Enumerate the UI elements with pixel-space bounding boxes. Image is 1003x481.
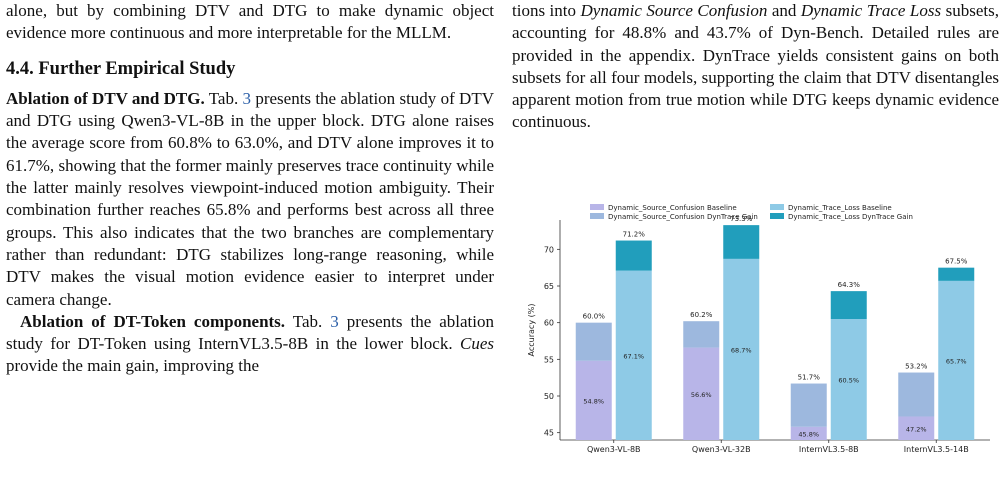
paragraph-run: Dynamic Source Confusion <box>580 1 768 20</box>
y-axis-label: Accuracy (%) <box>527 304 536 357</box>
data-label-trace-baseline: 65.7% <box>946 357 967 365</box>
data-label-trace-total: 71.2% <box>623 231 646 239</box>
bar-source-gain <box>898 372 935 417</box>
data-label-trace-total: 73.3% <box>730 215 753 223</box>
table-reference-link[interactable]: 3 <box>242 88 252 108</box>
paragraph-run: subsets, accounting for 48.8% and 43.7% … <box>512 1 999 132</box>
bar-trace-gain <box>723 225 760 259</box>
paragraph-run: presents the ablation study of DTV and D… <box>6 88 494 309</box>
section-heading: 4.4. Further Empirical Study <box>6 58 236 79</box>
data-label-trace-baseline: 67.1% <box>623 352 644 360</box>
paragraph-run: Dynamic Trace Loss <box>800 1 942 20</box>
paragraph-run: alone, but by combining DTV and DTG to m… <box>6 1 494 43</box>
legend-label: Dynamic_Trace_Loss DynTrace Gain <box>788 213 913 221</box>
table-reference-link[interactable]: 3 <box>330 311 339 331</box>
legend-swatch <box>770 204 784 210</box>
y-tick-label: 60 <box>544 319 554 328</box>
paragraph-run: presents the ablation study for DT-Token… <box>6 311 495 354</box>
right-column: tions into Dynamic Source Confusion and … <box>512 0 999 134</box>
y-tick-label: 55 <box>544 355 554 364</box>
y-tick-label: 70 <box>544 245 554 254</box>
paragraph-run: Tab. <box>285 311 331 331</box>
legend-swatch <box>590 204 604 210</box>
left-para-1: alone, but by combining DTV and DTG to m… <box>6 0 494 45</box>
legend-swatch <box>770 213 784 219</box>
bar-source-baseline <box>898 416 935 440</box>
y-tick-label: 45 <box>544 429 554 438</box>
legend-label: Dynamic_Trace_Loss Baseline <box>788 204 892 212</box>
bar-source-baseline <box>790 426 827 440</box>
bar-source-baseline <box>683 347 720 440</box>
legend-label: Dynamic_Source_Confusion Baseline <box>608 204 737 212</box>
data-label-source-total: 51.7% <box>798 374 821 382</box>
data-label-trace-baseline: 68.7% <box>731 346 752 354</box>
data-label-source-total: 60.2% <box>690 311 713 319</box>
bar-trace-baseline <box>615 270 652 440</box>
bar-trace-gain <box>830 291 867 319</box>
data-label-trace-total: 67.5% <box>945 258 968 266</box>
paragraph-run: provide the main gain, improving the <box>6 356 260 376</box>
bar-source-gain <box>683 321 720 348</box>
bar-chart: Dynamic_Source_Confusion BaselineDynamic… <box>527 204 990 454</box>
legend-swatch <box>590 213 604 219</box>
bar-trace-gain <box>615 240 652 271</box>
bar-trace-gain <box>938 267 975 281</box>
paragraph-run: Cues <box>460 334 494 354</box>
bar-source-baseline <box>575 360 612 440</box>
bar-trace-baseline <box>830 319 867 440</box>
data-label-trace-total: 64.3% <box>838 281 861 289</box>
data-label-source-baseline: 56.6% <box>691 391 712 399</box>
y-tick-label: 65 <box>544 282 554 291</box>
x-tick-label: Qwen3-VL-8B <box>587 445 641 454</box>
paragraph-run: Tab. <box>204 88 243 108</box>
paragraph-run: and <box>767 1 801 20</box>
y-tick-label: 50 <box>544 392 554 401</box>
data-label-source-baseline: 47.2% <box>906 425 927 433</box>
left-para-3: Ablation of DT-Token components. Tab. 3 … <box>6 311 494 378</box>
bar-trace-baseline <box>938 280 975 440</box>
right-para-1: tions into Dynamic Source Confusion and … <box>512 0 999 134</box>
data-label-source-baseline: 54.8% <box>583 397 604 405</box>
paragraph-run: tions into <box>512 1 581 20</box>
bar-source-gain <box>790 383 827 427</box>
data-label-source-baseline: 45.8% <box>798 430 819 438</box>
data-label-trace-baseline: 60.5% <box>838 377 859 385</box>
bar-source-gain <box>575 322 612 361</box>
legend-label: Dynamic_Source_Confusion DynTrace Gain <box>608 213 758 221</box>
paragraph-run-heading: Ablation of DT-Token components. <box>20 311 286 331</box>
paragraph-run-heading: Ablation of DTV and DTG. <box>6 88 205 108</box>
bar-trace-baseline <box>723 258 760 440</box>
x-tick-label: InternVL3.5-8B <box>799 445 859 454</box>
data-label-source-total: 60.0% <box>583 313 606 321</box>
data-label-source-total: 53.2% <box>905 363 928 371</box>
left-column: alone, but by combining DTV and DTG to m… <box>6 0 494 378</box>
x-tick-label: Qwen3-VL-32B <box>692 445 751 454</box>
x-tick-label: InternVL3.5-14B <box>904 445 969 454</box>
left-para-2: Ablation of DTV and DTG. Tab. 3 presents… <box>6 88 494 311</box>
